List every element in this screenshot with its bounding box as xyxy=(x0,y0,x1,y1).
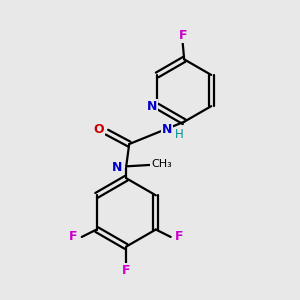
Text: F: F xyxy=(122,264,130,277)
Text: CH₃: CH₃ xyxy=(151,159,172,169)
Text: F: F xyxy=(175,230,183,243)
Text: H: H xyxy=(175,128,183,141)
Text: N: N xyxy=(112,161,122,174)
Text: N: N xyxy=(162,123,172,136)
Text: O: O xyxy=(93,123,104,136)
Text: F: F xyxy=(178,29,187,42)
Text: N: N xyxy=(147,100,157,113)
Text: F: F xyxy=(69,230,78,243)
